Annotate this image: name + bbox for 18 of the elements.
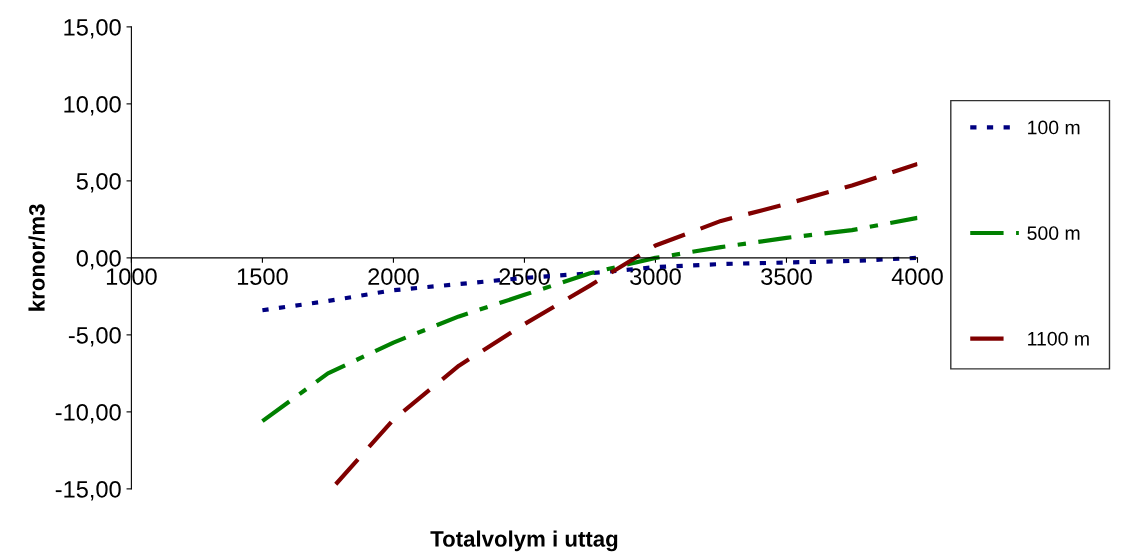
x-tick-label: 3500 bbox=[761, 268, 812, 285]
y-tick-label: 0,00 bbox=[76, 249, 121, 270]
y-tick-label: 15,00 bbox=[64, 18, 121, 39]
y-tick-label: 10,00 bbox=[64, 95, 121, 116]
y-tick-label: -15,00 bbox=[55, 480, 121, 501]
legend-label: 1100 m bbox=[1028, 331, 1089, 346]
legend-label: 500 m bbox=[1027, 226, 1080, 240]
y-tick-label: -10,00 bbox=[55, 403, 121, 424]
legend-label: 100 m bbox=[1028, 120, 1080, 135]
x-tick-label: 2000 bbox=[368, 268, 419, 285]
x-tick-label: 2500 bbox=[499, 268, 550, 285]
x-tick-label: 4000 bbox=[891, 268, 943, 285]
y-tick-label: -5,00 bbox=[68, 326, 121, 347]
y-tick-label: 5,00 bbox=[76, 172, 121, 193]
x-axis-title: Totalvolym i uttag bbox=[430, 530, 618, 552]
y-axis-title: kronor/m3 bbox=[28, 204, 46, 311]
x-tick-label: 3000 bbox=[630, 268, 681, 285]
x-tick-label: 1500 bbox=[237, 268, 288, 285]
